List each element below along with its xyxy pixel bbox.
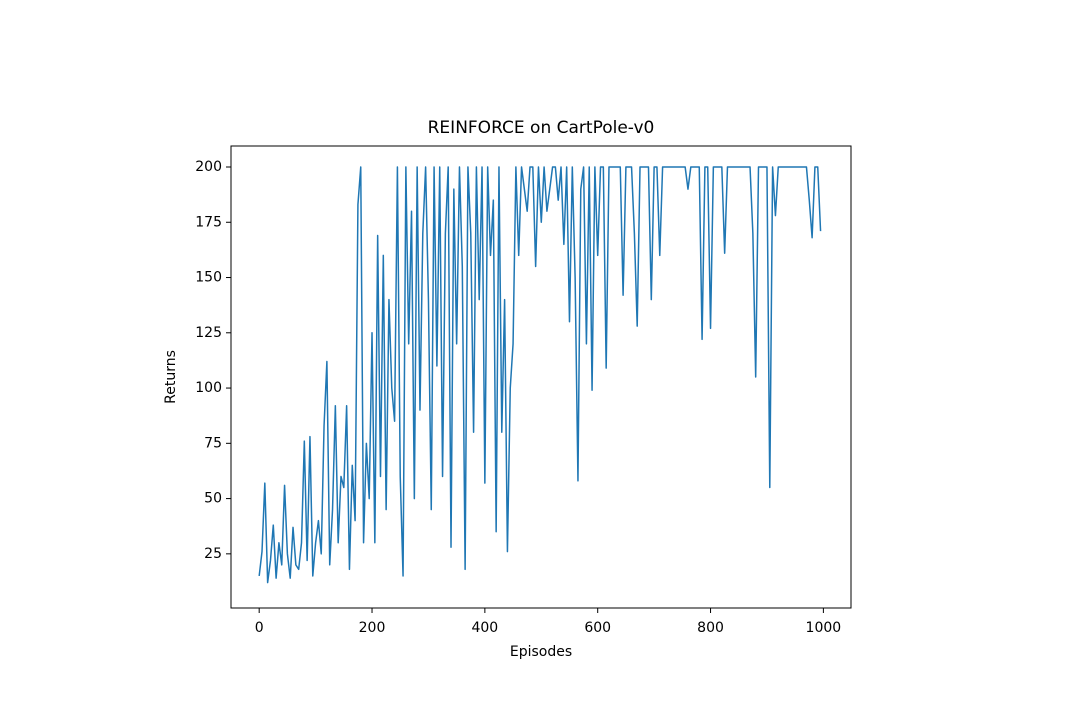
x-tick-label: 600: [584, 620, 611, 636]
y-tick-label: 175: [195, 214, 222, 230]
y-tick-label: 150: [195, 270, 222, 286]
y-tick-label: 200: [195, 159, 222, 175]
y-tick-label: 125: [195, 325, 222, 341]
y-tick-label: 25: [204, 546, 222, 562]
y-tick-label: 50: [204, 491, 222, 507]
x-tick-label: 0: [255, 620, 264, 636]
x-tick-label: 800: [697, 620, 724, 636]
x-tick-label: 1000: [806, 620, 842, 636]
x-tick-label: 200: [359, 620, 386, 636]
data-line: [258, 166, 822, 584]
x-tick-label: 400: [471, 620, 498, 636]
x-axis-label: Episodes: [510, 644, 572, 660]
y-tick-label: 100: [195, 380, 222, 396]
plot-frame: [230, 145, 852, 609]
y-tick-label: 75: [204, 435, 222, 451]
chart-title: REINFORCE on CartPole-v0: [428, 118, 655, 138]
y-axis-label: Returns: [163, 350, 179, 404]
